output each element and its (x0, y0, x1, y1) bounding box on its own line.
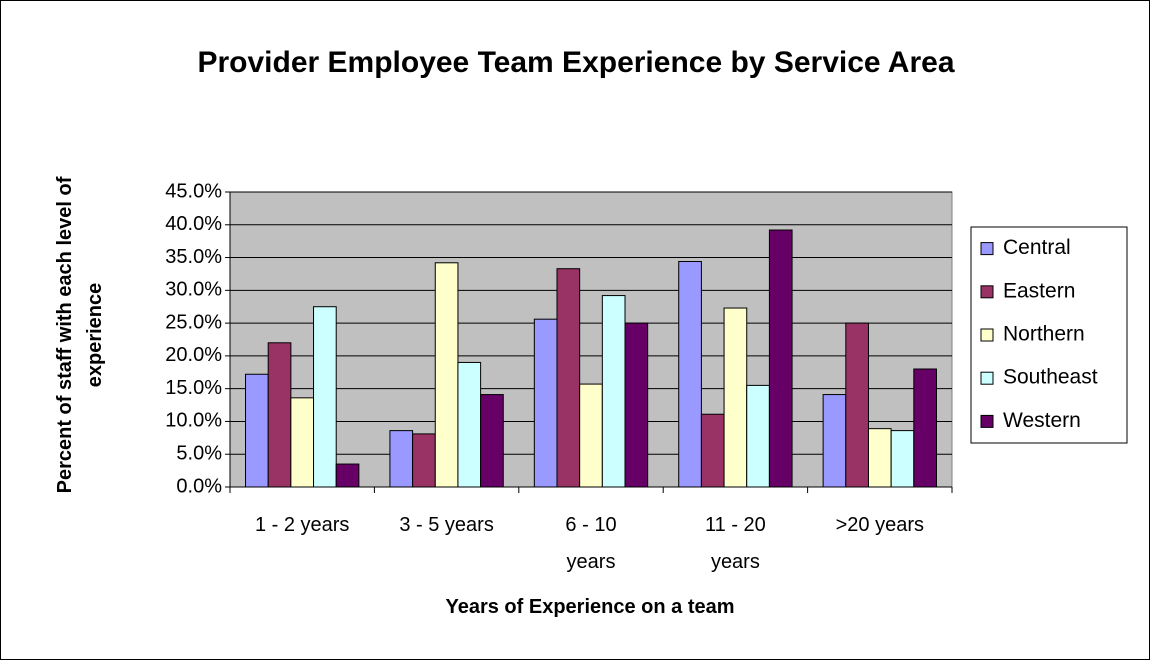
bar (700, 413, 725, 488)
y-tick-label: 45.0% (165, 180, 222, 202)
bar (434, 262, 459, 488)
bar (245, 373, 269, 488)
y-tick-label: 25.0% (165, 311, 222, 333)
y-tick-label: 30.0% (165, 279, 222, 301)
y-tick-label: 40.0% (165, 213, 222, 235)
x-tick-label: >20 years (835, 514, 924, 536)
bar (867, 428, 892, 488)
bar (890, 430, 915, 488)
y-tick-label: 20.0% (165, 344, 222, 366)
bar (533, 318, 558, 488)
bar (556, 268, 581, 488)
bar (412, 433, 436, 488)
x-axis-title: Years of Experience on a team (445, 596, 735, 618)
bar (768, 229, 793, 488)
legend-label: Northern (1003, 323, 1085, 346)
bar (389, 430, 414, 488)
y-tick-label: 10.0% (165, 410, 222, 432)
bar (746, 384, 770, 488)
x-tick-label: 1 - 2 years (254, 514, 350, 536)
legend-label: Eastern (1003, 279, 1075, 302)
x-tick-label: 3 - 5 years (399, 514, 494, 536)
legend-swatch (980, 328, 994, 342)
x-tick-label: 11 - 20 years (705, 514, 766, 573)
legend-swatch (980, 414, 994, 428)
legend-label: Southeast (1003, 366, 1098, 389)
legend-label: Central (1003, 236, 1071, 259)
legend-label: Western (1003, 409, 1081, 432)
y-tick-label: 0.0% (176, 475, 222, 497)
bar (457, 361, 482, 488)
legend-box (970, 226, 1128, 444)
bar (267, 342, 292, 488)
legend-swatch (980, 242, 994, 256)
x-tick-label: 6 - 10 years (565, 514, 617, 573)
bar (723, 307, 748, 488)
bar (335, 463, 360, 488)
y-tick-label: 15.0% (165, 377, 222, 399)
bar (601, 295, 626, 488)
bar (480, 394, 504, 488)
bar (822, 394, 847, 488)
y-axis-title: Percent of staff with each level of expe… (54, 176, 106, 494)
bar (624, 322, 649, 488)
bar (845, 322, 869, 488)
y-tick-label: 5.0% (176, 443, 222, 465)
bar (913, 368, 937, 488)
legend-swatch (980, 285, 994, 299)
bar (678, 260, 702, 488)
legend-swatch (980, 371, 994, 385)
chart-title: Provider Employee Team Experience by Ser… (197, 46, 955, 79)
y-tick-label: 35.0% (165, 246, 222, 268)
bar (579, 383, 603, 488)
bar (290, 397, 315, 488)
bar (313, 306, 337, 488)
